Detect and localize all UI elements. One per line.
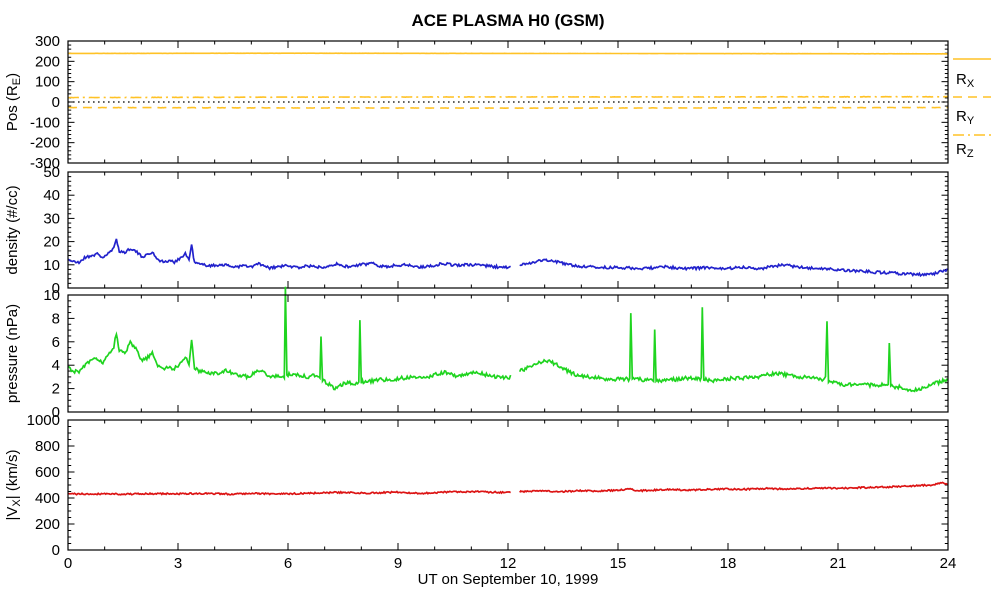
- x-tick-label: 3: [174, 555, 182, 572]
- y-tick-label: 8: [52, 310, 60, 327]
- x-axis-title: UT on September 10, 1999: [417, 571, 599, 588]
- panel-frame: [67, 419, 949, 551]
- y-tick-label: 300: [35, 33, 60, 50]
- x-tick-label: 9: [394, 555, 402, 572]
- y-tick-label: 100: [35, 74, 60, 91]
- y-tick-label: 2: [52, 381, 60, 398]
- y-tick-label: 6: [52, 334, 60, 351]
- y-tick-label: 800: [35, 438, 60, 455]
- y-axis-label-pressure: pressure (nPa): [4, 304, 21, 403]
- y-tick-label: 20: [43, 234, 60, 251]
- series-rz-position: [68, 95, 948, 99]
- legend-label: RX: [956, 71, 975, 90]
- y-tick-label: 10: [43, 287, 60, 304]
- legend: RX RY RZ: [953, 58, 991, 160]
- panel-velocity: 0 200 400 600 800 1000 |VX| (km/s): [4, 412, 949, 559]
- y-tick-label: -300: [30, 155, 60, 172]
- series-flow-pressure: [68, 286, 948, 393]
- legend-label: RZ: [956, 141, 974, 160]
- y-tick-label: 400: [35, 490, 60, 507]
- panel-position: -300 -200 -100 0 100 200 300 Pos (RE) RX RY RZ: [4, 33, 991, 172]
- x-tick-label: 18: [720, 555, 737, 572]
- x-tick-label: 24: [940, 555, 957, 572]
- axis-ticks: [67, 40, 949, 164]
- panel-frame: [67, 40, 949, 164]
- y-tick-label: 1000: [27, 412, 60, 429]
- y-tick-label: 200: [35, 53, 60, 70]
- y-tick-label: 4: [52, 357, 60, 374]
- y-tick-label: -200: [30, 135, 60, 152]
- y-tick-label: -100: [30, 114, 60, 131]
- y-tick-label: 0: [52, 94, 60, 111]
- legend-label: RY: [956, 108, 975, 127]
- y-tick-label: 0: [52, 542, 60, 559]
- series-proton-density: [68, 238, 948, 278]
- y-tick-label: 40: [43, 187, 60, 204]
- axis-ticks: [67, 171, 949, 289]
- y-tick-label: 0: [52, 280, 60, 297]
- panel-frame: [67, 294, 949, 413]
- panel-pressure: 0 2 4 6 8 10 pressure (nPa): [4, 286, 949, 421]
- y-tick-label: 10: [43, 257, 60, 274]
- axis-ticks: [67, 419, 949, 551]
- axis-ticks: [67, 294, 949, 413]
- x-tick-label: 15: [610, 555, 627, 572]
- y-axis-label-velocity: |VX| (km/s): [4, 450, 23, 521]
- y-tick-label: 0: [52, 404, 60, 421]
- x-tick-label: 6: [284, 555, 292, 572]
- x-tick-label: 12: [500, 555, 517, 572]
- y-tick-label: 600: [35, 464, 60, 481]
- y-axis-label-density: density (#/cc): [4, 185, 21, 274]
- y-tick-label: 50: [43, 164, 60, 181]
- x-tick-label: 0: [64, 555, 72, 572]
- series-vx-speed: [68, 481, 948, 496]
- y-axis-label-position: Pos (RE): [4, 73, 23, 131]
- series-ry-position: [68, 106, 948, 110]
- y-tick-label: 30: [43, 210, 60, 227]
- chart-title: ACE PLASMA H0 (GSM): [411, 11, 605, 30]
- panel-density: 0 10 20 30 40 50 density (#/cc): [4, 164, 949, 297]
- y-tick-label: 200: [35, 516, 60, 533]
- series-rx-position: [68, 52, 948, 55]
- x-tick-label: 21: [830, 555, 847, 572]
- panel-frame: [67, 171, 949, 289]
